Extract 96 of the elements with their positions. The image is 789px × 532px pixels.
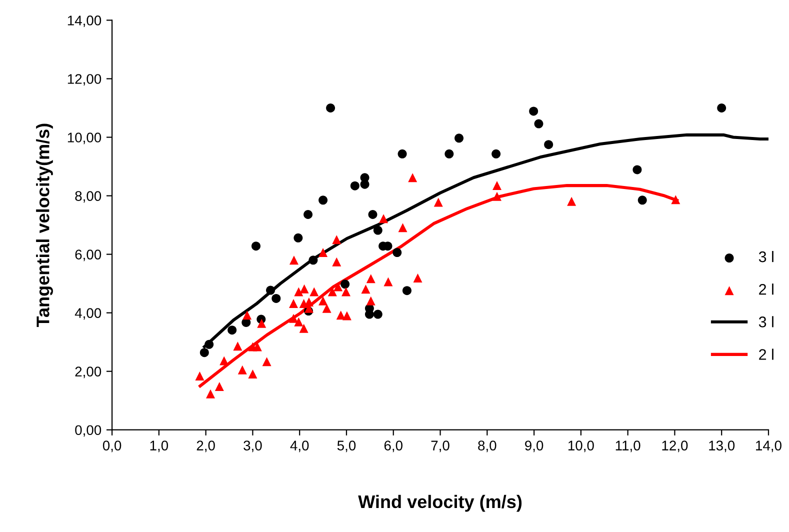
x-tick-label: 1,0 [150, 440, 168, 452]
x-tick-label: 10,0 [568, 440, 594, 452]
point [289, 314, 298, 323]
point [300, 284, 309, 294]
x-tick-label: 6,0 [384, 440, 402, 452]
point [366, 296, 376, 306]
legend-label: 2 l [759, 348, 774, 360]
point [444, 149, 454, 158]
point [413, 273, 422, 282]
point [251, 242, 260, 251]
y-tick-label: 2,00 [75, 366, 102, 378]
point [294, 317, 304, 326]
point [373, 310, 382, 319]
x-tick-label: 13,0 [709, 440, 735, 452]
x-tick-label: 2,0 [196, 440, 215, 452]
point [492, 192, 502, 201]
point [294, 233, 303, 242]
point [379, 214, 388, 224]
point [204, 340, 214, 349]
y-tick-label: 4,00 [74, 308, 102, 320]
point [632, 165, 642, 174]
point [318, 196, 328, 205]
point [332, 257, 342, 266]
point [326, 103, 336, 112]
point [310, 287, 319, 296]
x-tick-label: 8,0 [478, 440, 496, 452]
point [398, 149, 407, 158]
point [342, 311, 352, 320]
point [299, 324, 308, 333]
point [289, 256, 298, 265]
point [398, 223, 408, 232]
point [294, 287, 304, 296]
point [361, 284, 370, 294]
point [402, 286, 412, 296]
point [304, 210, 313, 220]
y-tick-label: 14,00 [68, 16, 102, 28]
x-tick-label: 11,0 [616, 440, 640, 452]
point [200, 348, 209, 358]
line-series [198, 184, 679, 388]
point [238, 365, 247, 374]
x-tick-label: 9,0 [525, 440, 544, 452]
point [206, 389, 216, 398]
point [638, 196, 647, 205]
point [332, 235, 342, 244]
point [318, 296, 328, 306]
point [434, 198, 443, 207]
point [454, 134, 464, 143]
point [534, 119, 544, 128]
legend-label: 3 l [758, 316, 774, 328]
x-tick-label: 4,0 [290, 440, 309, 452]
point [228, 326, 237, 335]
point [262, 357, 272, 366]
point [384, 277, 393, 286]
point [368, 210, 378, 220]
point [392, 248, 402, 258]
y-tick-label: 12,00 [68, 74, 102, 86]
point [334, 282, 343, 292]
point [717, 103, 726, 112]
point [308, 256, 318, 265]
point [342, 287, 351, 296]
legend-label: 3 l [758, 250, 774, 262]
point [492, 149, 501, 158]
point [195, 372, 204, 381]
point [289, 298, 298, 308]
x-tick-label: 7,0 [431, 440, 450, 452]
point [266, 286, 276, 295]
point [671, 195, 680, 204]
y-tick-label: 10,00 [68, 132, 102, 144]
x-tick-label: 3,0 [244, 440, 262, 452]
x-tick-label: 14,0 [756, 440, 782, 452]
point [567, 196, 576, 206]
point [242, 310, 252, 320]
point [529, 106, 538, 116]
y-axis-title: Tangential velocity(m/s) [36, 124, 53, 327]
x-axis-title: Wind velocity (m/s) [358, 494, 522, 512]
y-tick-label: 8,00 [75, 191, 102, 203]
point [340, 280, 350, 289]
point [233, 342, 242, 351]
point [272, 294, 281, 303]
point [248, 369, 258, 378]
point [318, 248, 328, 258]
point [366, 274, 376, 284]
point [257, 318, 266, 328]
point [350, 181, 360, 190]
point [544, 140, 554, 150]
point [214, 382, 224, 392]
point [322, 304, 332, 313]
x-tick-label: 0,0 [102, 440, 122, 452]
y-tick-label: 6,00 [75, 250, 102, 262]
point [492, 181, 502, 190]
point [408, 173, 418, 182]
x-tick-label: 5,0 [337, 440, 356, 452]
legend-label: 2 l [759, 284, 774, 295]
x-tick-label: 12,0 [662, 440, 688, 452]
point [373, 226, 382, 235]
y-tick-label: 0,00 [75, 425, 102, 437]
